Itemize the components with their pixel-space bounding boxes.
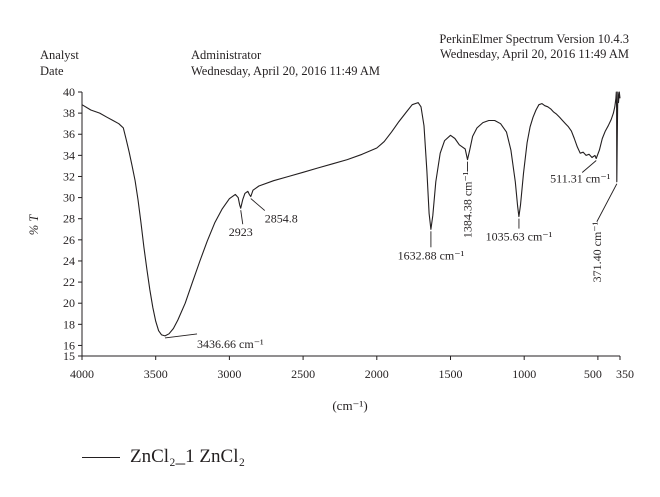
annotation-label: 2854.8 — [265, 212, 298, 226]
spectrum-line — [81, 91, 621, 337]
x-axis-label: (cm⁻¹) — [332, 398, 367, 413]
annotation-leader — [164, 333, 198, 339]
peak-annotations: 3436.66 cm⁻¹ 2923 2854.8 1632.88 cm⁻¹ 1384.3… — [164, 160, 618, 351]
date-label: Date — [40, 64, 64, 78]
annotation-label: 1035.63 cm⁻¹ — [486, 230, 553, 244]
annotation-label: 511.31 cm⁻¹ — [550, 172, 611, 186]
y-tick-label: 38 — [63, 106, 75, 120]
y-tick-label: 22 — [63, 275, 75, 289]
legend-swatch — [82, 456, 120, 458]
legend: ZnCl₂_1 ZnCl₂ — [82, 444, 245, 470]
annotation-label: 1384.38 cm⁻¹ — [461, 171, 475, 238]
y-axis-label: % T — [27, 214, 41, 236]
x-tick-label: 1000 — [512, 367, 536, 381]
analyst-label: Analyst — [40, 48, 79, 62]
annotation-leader — [581, 160, 597, 173]
date-value: Wednesday, April 20, 2016 11:49 AM — [191, 64, 381, 78]
annotation-leader — [596, 183, 618, 222]
y-tick-label: 24 — [63, 254, 75, 268]
annotation-leader — [240, 210, 244, 225]
x-tick-label: 4000 — [70, 367, 94, 381]
x-tick-label: 3500 — [144, 367, 168, 381]
software-version: PerkinElmer Spectrum Version 10.4.3 — [439, 32, 629, 46]
annotation-leader — [250, 198, 266, 211]
y-tick-label: 40 — [63, 85, 75, 99]
x-tick-label: 500 — [584, 367, 602, 381]
annotation-label: 2923 — [229, 225, 253, 239]
y-tick-label: 30 — [63, 191, 75, 205]
annotation-label: 1632.88 cm⁻¹ — [398, 248, 465, 262]
y-tick-label: 16 — [63, 338, 75, 352]
legend-label: ZnCl₂_1 ZnCl₂ — [130, 446, 246, 467]
annotation-label: 3436.66 cm⁻¹ — [197, 337, 264, 351]
x-tick-label: 1500 — [438, 367, 462, 381]
software-date: Wednesday, April 20, 2016 11:49 AM — [439, 47, 629, 61]
y-tick-label: 15 — [63, 349, 75, 363]
y-tick-label: 32 — [63, 169, 75, 183]
x-tick-label: 3000 — [217, 367, 241, 381]
x-tick-label: 350 — [616, 367, 634, 381]
chart-axes — [81, 92, 620, 357]
y-tick-label: 26 — [63, 233, 75, 247]
y-tick-label: 18 — [63, 317, 75, 331]
y-tick-label: 20 — [63, 296, 75, 310]
x-tick-label: 2500 — [291, 367, 315, 381]
y-tick-label: 28 — [63, 212, 75, 226]
x-tick-label: 2000 — [365, 367, 389, 381]
x-axis-ticks: 4000 3500 3000 2500 2000 1500 1000 500 350 — [70, 356, 634, 381]
y-tick-label: 34 — [63, 148, 75, 162]
annotation-label: 371.40 cm⁻¹ — [590, 221, 604, 282]
analyst-value: Administrator — [191, 48, 262, 62]
y-tick-label: 36 — [63, 127, 75, 141]
series-layer — [81, 91, 621, 337]
